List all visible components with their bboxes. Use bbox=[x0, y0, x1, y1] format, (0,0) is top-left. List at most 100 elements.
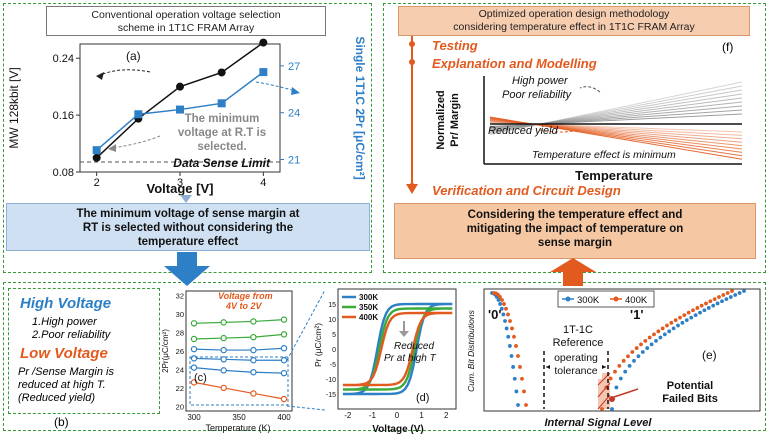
e-one-point bbox=[630, 350, 635, 354]
e-one-point bbox=[640, 350, 645, 354]
e-one-point bbox=[702, 308, 707, 313]
c-data-point bbox=[190, 345, 198, 353]
inset-y-label-2: Pr/ Margin bbox=[449, 93, 461, 147]
failed-bits-marker bbox=[609, 396, 615, 402]
e-legend-marker bbox=[565, 296, 571, 302]
c-data-point bbox=[280, 369, 288, 377]
e-one-point bbox=[721, 293, 726, 297]
e-zero-point bbox=[514, 344, 518, 348]
e-zero-point bbox=[506, 312, 510, 317]
c-data-point bbox=[280, 331, 288, 338]
c-data-point bbox=[280, 345, 288, 352]
arrowhead-left bbox=[96, 72, 104, 80]
c-data-point bbox=[220, 334, 227, 342]
a-data-point bbox=[134, 110, 143, 119]
c-data-point bbox=[250, 346, 257, 354]
a-right-tick-label: 21 bbox=[288, 155, 300, 167]
e-one-point bbox=[621, 358, 626, 363]
c-data-point bbox=[220, 346, 227, 354]
c-data-point bbox=[220, 319, 227, 326]
a-data-point bbox=[176, 105, 184, 114]
c-data-point bbox=[220, 356, 227, 363]
e-one-point bbox=[636, 354, 641, 359]
panel-label-c: (c) bbox=[194, 372, 207, 384]
d-y-tick-label: 0 bbox=[332, 347, 336, 354]
step-explanation: Explanation and Modelling bbox=[432, 56, 597, 71]
e-one-point bbox=[733, 293, 738, 297]
e-one-point bbox=[725, 291, 730, 295]
arrow-reduced-yield bbox=[539, 129, 581, 133]
a-data-point bbox=[217, 99, 226, 108]
e-zero-point bbox=[516, 354, 520, 358]
e-one-point bbox=[695, 306, 700, 310]
e-one-point bbox=[660, 326, 665, 331]
d-y-tick-label: 10 bbox=[328, 317, 336, 324]
e-zero-point bbox=[501, 312, 506, 317]
e-one-point bbox=[667, 329, 672, 334]
c-data-point bbox=[280, 395, 288, 403]
a-left-tick-label: 0.24 bbox=[53, 53, 74, 65]
e-one-point bbox=[724, 297, 729, 302]
panel-b-box bbox=[8, 288, 160, 414]
data-sense-limit-label: Data Sense Limit bbox=[173, 156, 271, 170]
c-x-tick-label: 400 bbox=[277, 413, 291, 422]
e-zero-point bbox=[511, 365, 516, 369]
e-one-point bbox=[737, 291, 742, 295]
d-y-axis-label: Pr (μC/cm²) bbox=[313, 323, 323, 367]
hv-item-1: 1.High power bbox=[32, 316, 97, 328]
lv-line-3: (Reduced yield) bbox=[18, 392, 96, 404]
low-voltage-highlight bbox=[189, 356, 289, 406]
c-data-point bbox=[250, 318, 257, 325]
panel-label-b: (b) bbox=[54, 415, 69, 429]
e-one-point bbox=[686, 310, 691, 315]
e-one-point bbox=[669, 320, 674, 325]
lv-line-2: reduced at high T. bbox=[18, 379, 106, 391]
c-y-tick-label: 24 bbox=[176, 365, 184, 374]
tolerance-label-1: operating bbox=[554, 352, 598, 364]
c-data-point bbox=[280, 316, 288, 323]
e-zero-point bbox=[499, 306, 504, 311]
e-one-point bbox=[730, 289, 734, 293]
e-one-point bbox=[627, 364, 632, 368]
y-right-axis-label: Single 1T1C 2Pr [μC/cm²] bbox=[353, 36, 367, 179]
e-zero-point bbox=[500, 298, 504, 302]
e-one-point bbox=[626, 354, 630, 359]
flow-timeline bbox=[406, 36, 418, 194]
e-zero-point bbox=[498, 302, 503, 306]
c-series-line bbox=[193, 347, 285, 351]
arrow-to-minimum bbox=[111, 135, 161, 149]
x-axis-label: Voltage [V] bbox=[147, 181, 214, 196]
c-data-point bbox=[250, 390, 257, 397]
e-one-point bbox=[643, 338, 648, 343]
e-zero-point bbox=[516, 403, 520, 407]
e-one-point bbox=[614, 385, 619, 390]
a-x-tick-label: 4 bbox=[260, 177, 266, 189]
annotation-line2: voltage at R.T is bbox=[178, 127, 266, 139]
e-zero-point bbox=[522, 389, 526, 394]
e-one-point bbox=[654, 338, 658, 343]
annotation-line1: The minimum bbox=[185, 113, 260, 125]
e-legend-box bbox=[557, 290, 655, 308]
panel-label-e: (e) bbox=[702, 348, 717, 362]
d-y-tick-label: -10 bbox=[326, 377, 336, 384]
arrow-right-series bbox=[255, 81, 299, 93]
connector-c-d bbox=[286, 289, 326, 411]
e-one-point bbox=[634, 346, 639, 350]
e-zero-point bbox=[512, 376, 517, 381]
e-zero-point bbox=[502, 302, 506, 306]
a-data-point bbox=[259, 68, 268, 77]
arrowhead-right bbox=[291, 87, 300, 95]
hysteresis-loop-300K bbox=[342, 302, 453, 396]
e-zero-point bbox=[498, 295, 502, 299]
zero-label: '0' bbox=[488, 307, 501, 322]
a-right-tick-label: 24 bbox=[288, 108, 300, 120]
e-one-point bbox=[678, 315, 682, 320]
big-orange-arrow-up bbox=[550, 258, 596, 286]
failed-bits-pointer bbox=[613, 388, 639, 398]
optimized-title: Optimized operation design methodology c… bbox=[398, 6, 750, 36]
d-x-tick-label: -2 bbox=[344, 411, 352, 420]
e-one-point bbox=[717, 295, 721, 299]
c-series-line bbox=[193, 357, 284, 361]
